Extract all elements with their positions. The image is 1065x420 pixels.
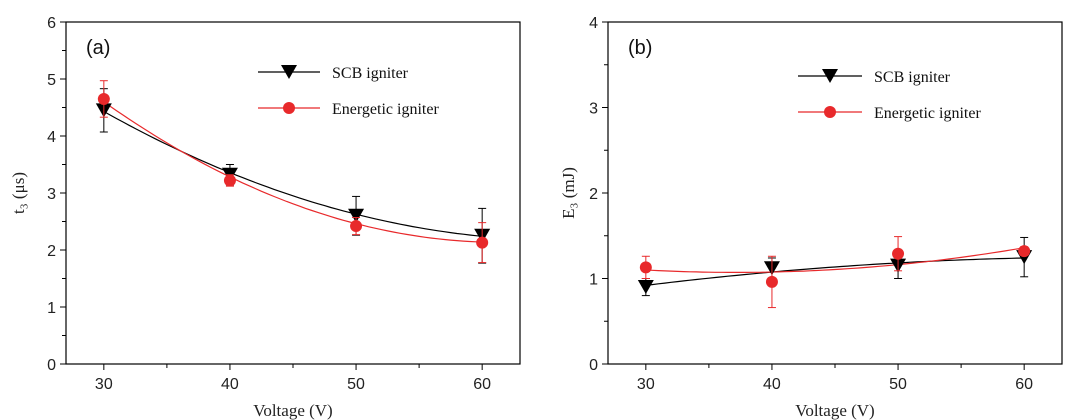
y-tick-label: 0 [589,357,598,374]
data-point [637,280,654,295]
y-tick-label: 5 [47,72,56,89]
legend-marker-energetic [283,102,295,114]
x-tick-label: 60 [1015,376,1033,393]
axes: 30 40 50 60 0 1 2 3 4 5 6 [47,15,491,393]
panel-label: (a) [86,37,110,59]
legend: SCB igniter Energetic igniter [258,65,439,118]
data-point [639,261,652,274]
legend-label-scb: SCB igniter [332,65,409,82]
x-tick-label: 30 [637,376,655,393]
legend-label-energetic: Energetic igniter [332,101,439,118]
data-marks [637,236,1033,309]
legend-label-scb: SCB igniter [874,69,951,86]
legend-marker-scb [281,65,297,79]
legend: SCB igniter Energetic igniter [798,69,981,122]
data-point [892,247,905,260]
x-tick-label: 50 [347,376,365,393]
x-tick-label: 30 [95,376,113,393]
data-point [97,92,110,105]
axes: 30 40 50 60 0 1 2 3 4 [589,15,1033,393]
data-point [1018,245,1031,258]
y-tick-label: 2 [47,243,56,260]
legend-marker-scb [822,69,838,83]
legend-label-energetic: Energetic igniter [874,105,981,122]
x-axis-label: Voltage (V) [795,401,874,420]
fit-curves [103,101,483,243]
panel-a: (a) Voltage (V) t₃ (μs) SCB igniter Ener… [9,15,521,420]
y-tick-label: 3 [589,101,598,118]
data-point [350,220,363,233]
x-axis-label: Voltage (V) [253,401,332,420]
y-tick-label: 1 [589,272,598,289]
fit-curve-energetic [103,101,483,243]
y-tick-label: 3 [47,186,56,203]
fit-curve-scb [645,257,1025,286]
y-axis-label: t₃ (μs) [9,172,28,214]
y-tick-label: 4 [589,15,598,32]
legend-marker-energetic [824,106,836,118]
data-point [223,174,236,187]
fit-curve-scb [103,110,483,237]
fit-curves [645,247,1025,286]
data-point [348,208,365,223]
x-tick-label: 40 [763,376,781,393]
x-tick-label: 40 [221,376,239,393]
data-marks [95,80,491,264]
y-tick-label: 1 [47,300,56,317]
panel-b: (b) Voltage (V) E₃ (mJ) SCB igniter Ener… [559,15,1063,420]
y-tick-label: 0 [47,357,56,374]
fit-curve-energetic [645,247,1025,273]
panel-label: (b) [628,37,652,59]
x-tick-label: 50 [889,376,907,393]
data-point [765,275,778,288]
data-point [476,236,489,249]
x-tick-label: 60 [473,376,491,393]
plot-frame [65,21,521,365]
y-tick-label: 2 [589,186,598,203]
y-tick-label: 6 [47,15,56,32]
y-axis-label: E₃ (mJ) [559,167,578,219]
y-tick-label: 4 [47,129,56,146]
